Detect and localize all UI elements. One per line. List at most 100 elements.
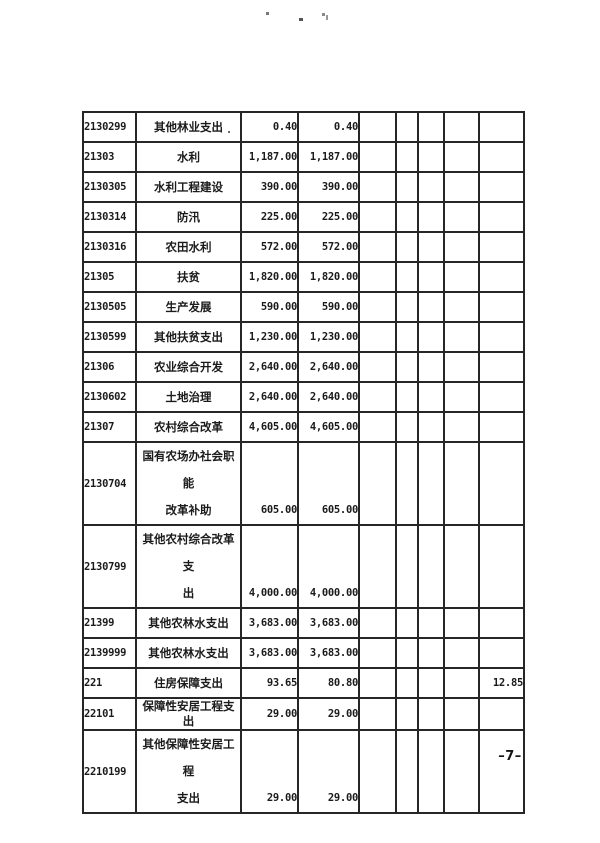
- amount-cell-1: 1,820.00: [240, 261, 299, 293]
- empty-cell: [443, 111, 480, 143]
- empty-cell: [358, 607, 397, 639]
- empty-cell: [395, 607, 419, 639]
- empty-cell: [395, 201, 419, 233]
- table-row: 2130602 土地治理 2,640.00 2,640.00: [82, 381, 525, 413]
- budget-item-name-cell: 其他扶贫支出: [135, 321, 242, 353]
- budget-item-name-line: 水利工程建设: [154, 179, 223, 194]
- table-row: 2130314 防汛 225.00 225.00: [82, 201, 525, 233]
- amount-cell-3: [478, 607, 525, 639]
- table-row: 221 住房保障支出 93.65 80.80 12.85: [82, 667, 525, 699]
- budget-code-cell: 2130316: [82, 231, 137, 263]
- scan-speck: [299, 18, 303, 21]
- empty-cell: [395, 667, 419, 699]
- empty-cell: [417, 141, 445, 173]
- budget-code-cell: 21303: [82, 141, 137, 173]
- empty-cell: [358, 171, 397, 203]
- empty-cell: [395, 291, 419, 323]
- table-row: 2130305 水利工程建设 390.00 390.00: [82, 171, 525, 203]
- table-row: 21306 农业综合开发 2,640.00 2,640.00: [82, 351, 525, 383]
- empty-cell: [395, 381, 419, 413]
- empty-cell: [395, 441, 419, 526]
- amount-cell-1: 29.00: [240, 729, 299, 814]
- amount-cell-2: 390.00: [297, 171, 360, 203]
- empty-cell: [395, 171, 419, 203]
- budget-code-cell: 2130799: [82, 524, 137, 609]
- budget-code-cell: 21399: [82, 607, 137, 639]
- amount-cell-1: 4,605.00: [240, 411, 299, 443]
- table-row: 21305 扶贫 1,820.00 1,820.00: [82, 261, 525, 293]
- amount-cell-2: 1,187.00: [297, 141, 360, 173]
- amount-cell-1: 390.00: [240, 171, 299, 203]
- amount-cell-3: [478, 291, 525, 323]
- amount-cell-3: [478, 524, 525, 609]
- empty-cell: [417, 321, 445, 353]
- budget-item-name-line: 其他农林水支出: [148, 645, 229, 660]
- empty-cell: [443, 524, 480, 609]
- budget-item-name-cell: 土地治理: [135, 381, 242, 413]
- table-row: 2210199 其他保障性安居工程 支出 29.00 29.00: [82, 729, 525, 814]
- budget-code-cell: 2130599: [82, 321, 137, 353]
- budget-item-name-line: 扶贫: [177, 269, 200, 284]
- empty-cell: [358, 351, 397, 383]
- budget-item-name-line: 其他林业支出: [154, 119, 223, 134]
- budget-item-name-line: 其他农林水支出: [148, 615, 229, 630]
- empty-cell: [443, 637, 480, 669]
- empty-cell: [417, 381, 445, 413]
- table-row: 22101 保障性安居工程支出 29.00 29.00: [82, 697, 525, 731]
- amount-cell-1: 2,640.00: [240, 351, 299, 383]
- budget-item-name-line: 其他保障性安居工程: [142, 737, 235, 778]
- amount-cell-2: 1,230.00: [297, 321, 360, 353]
- page-number: –7–: [498, 749, 522, 764]
- amount-cell-2: 225.00: [297, 201, 360, 233]
- empty-cell: [395, 637, 419, 669]
- budget-code-cell: 2210199: [82, 729, 137, 814]
- budget-item-name-cell: 其他农林水支出: [135, 637, 242, 669]
- budget-item-name-line: 住房保障支出: [154, 675, 223, 690]
- empty-cell: [395, 231, 419, 263]
- amount-cell-2: 29.00: [297, 697, 360, 731]
- empty-cell: [417, 607, 445, 639]
- scan-speck: [326, 15, 328, 20]
- budget-item-name-cell: 扶贫: [135, 261, 242, 293]
- budget-item-name-line: 国有农场办社会职能: [142, 449, 235, 490]
- amount-cell-2: 572.00: [297, 231, 360, 263]
- amount-cell-2: 2,640.00: [297, 381, 360, 413]
- amount-cell-1: 0.40: [240, 111, 299, 143]
- empty-cell: [358, 381, 397, 413]
- scan-speck: [266, 12, 269, 15]
- budget-code-cell: 21306: [82, 351, 137, 383]
- empty-cell: [417, 201, 445, 233]
- budget-item-name-line: 土地治理: [165, 389, 212, 404]
- empty-cell: [417, 441, 445, 526]
- amount-cell-3: [478, 171, 525, 203]
- empty-cell: [358, 231, 397, 263]
- amount-cell-2: 0.40: [297, 111, 360, 143]
- budget-code-cell: 2130602: [82, 381, 137, 413]
- empty-cell: [358, 637, 397, 669]
- empty-cell: [443, 729, 480, 814]
- budget-item-name-line: 农村综合改革: [154, 419, 223, 434]
- empty-cell: [358, 667, 397, 699]
- amount-cell-2: 80.80: [297, 667, 360, 699]
- amount-cell-3: [478, 697, 525, 731]
- amount-cell-3: [478, 441, 525, 526]
- empty-cell: [417, 111, 445, 143]
- amount-cell-1: 4,000.00: [240, 524, 299, 609]
- budget-item-name-line: 其他农村综合改革支: [142, 532, 235, 573]
- empty-cell: [358, 201, 397, 233]
- amount-cell-2: 605.00: [297, 441, 360, 526]
- amount-cell-2: 3,683.00: [297, 637, 360, 669]
- amount-cell-1: 93.65: [240, 667, 299, 699]
- empty-cell: [417, 697, 445, 731]
- budget-code-cell: 21305: [82, 261, 137, 293]
- amount-cell-1: 225.00: [240, 201, 299, 233]
- budget-code-cell: 2130704: [82, 441, 137, 526]
- amount-cell-3: [478, 111, 525, 143]
- empty-cell: [358, 291, 397, 323]
- empty-cell: [395, 141, 419, 173]
- empty-cell: [443, 261, 480, 293]
- scan-speck: [322, 13, 325, 16]
- amount-cell-3: [478, 201, 525, 233]
- amount-cell-2: 1,820.00: [297, 261, 360, 293]
- budget-code-cell: 22101: [82, 697, 137, 731]
